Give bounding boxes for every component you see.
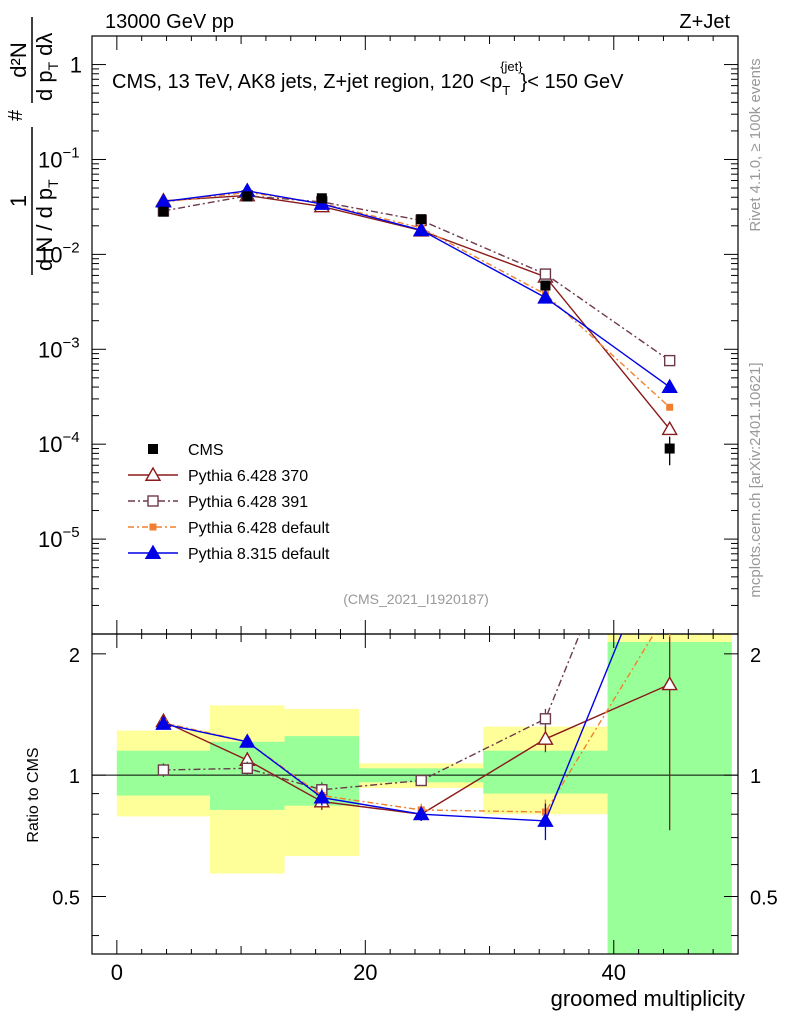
ratio-point-1 — [157, 764, 170, 776]
data-point — [664, 443, 675, 454]
ratio-line-3 — [163, 634, 623, 822]
ratio-tick-label: 1 — [69, 766, 80, 788]
ratio-point-3 — [239, 733, 256, 748]
ratio-tick-label-right: 0.5 — [750, 887, 778, 909]
ratio-line-0 — [163, 683, 670, 815]
legend-marker-3 — [149, 523, 157, 531]
chart-title: CMS, 13 TeV, AK8 jets, Z+jet region, 120… — [112, 59, 624, 98]
header-right: Z+Jet — [679, 11, 730, 33]
y-tick-base: 10 — [38, 527, 62, 552]
ratio-point-0 — [537, 730, 554, 745]
series-line-1 — [163, 195, 671, 362]
data-point — [540, 280, 551, 291]
watermark: (CMS_2021_I1920187) — [343, 591, 489, 607]
ratio-line-1 — [163, 634, 581, 791]
series-point-3 — [661, 378, 678, 394]
legend-marker-2 — [147, 495, 159, 507]
ratio-point-2 — [666, 604, 673, 611]
y-tick-base: 10 — [38, 147, 62, 172]
series-point-3 — [537, 289, 554, 304]
ratio-tick-label: 2 — [69, 645, 80, 667]
y-tick-label: 10−4 — [38, 429, 80, 457]
y-axis-label: 1 d N / d pT # d²N d pTdλ — [5, 17, 61, 275]
ratio-point-3 — [313, 789, 331, 804]
series-point-3 — [413, 221, 430, 237]
data-point — [242, 191, 253, 202]
ratio-series-group — [155, 509, 678, 841]
y-tick-exp: −2 — [62, 239, 79, 256]
legend-label-1: Pythia 6.428 370 — [188, 468, 308, 485]
legend-label-3: Pythia 6.428 default — [188, 520, 330, 537]
y-tick-exp: −3 — [62, 334, 79, 351]
side-label-top: Rivet 4.1.0, ≥ 100k events — [747, 58, 764, 231]
y-tick-label: 1 — [70, 53, 82, 78]
series-line-3 — [163, 190, 671, 388]
x-tick-label: 0 — [111, 960, 123, 985]
ratio-tick-label-right: 1 — [750, 766, 761, 788]
y-tick-labels: 110−110−210−310−410−50.5 0.51 12 2 — [38, 53, 778, 910]
y-label-den2: d pTdλ — [32, 33, 61, 101]
y-tick-base: 10 — [38, 242, 62, 267]
legend-label-4: Pythia 8.315 default — [188, 546, 330, 563]
chart-title-sup: {jet} — [500, 59, 523, 74]
main-panel-frame — [91, 35, 739, 635]
chart-title-suffix: }< 150 GeV — [521, 71, 625, 93]
series-point-1 — [663, 354, 676, 367]
main-series-group — [155, 182, 678, 466]
y-tick-base: 10 — [38, 432, 62, 457]
data-point — [416, 214, 427, 225]
y-tick-label: 10−3 — [38, 334, 80, 362]
legend-label-2: Pythia 6.428 391 — [188, 494, 308, 511]
y-label-hash: # — [5, 109, 27, 121]
x-tick-label: 40 — [602, 960, 626, 985]
side-label-bottom: mcplots.cern.ch [arXiv:2401.10621] — [747, 362, 764, 597]
ratio-point-3 — [413, 805, 430, 821]
header-left: 13000 GeV pp — [105, 11, 234, 33]
legend: CMS Pythia 6.428 370 Pythia 6.428 391 Pythi… — [128, 442, 330, 563]
legend-marker-4 — [144, 544, 162, 559]
y-label-num2: d²N — [6, 42, 31, 77]
y-tick-exp: −5 — [62, 524, 79, 541]
legend-label-0: CMS — [188, 442, 224, 459]
x-axis-label: groomed multiplicity — [551, 986, 745, 1011]
ratio-point-1 — [415, 774, 427, 787]
series-line-0 — [163, 194, 671, 430]
legend-marker-0 — [148, 444, 158, 454]
y-tick-label: 10−2 — [38, 239, 80, 267]
ratio-tick-label-right: 2 — [750, 645, 761, 667]
y-tick-exp: −1 — [62, 144, 79, 161]
series-point-0 — [661, 420, 678, 436]
y-tick-label: 10−1 — [38, 144, 80, 172]
ratio-point-3 — [155, 715, 172, 730]
ratio-point-1 — [241, 762, 253, 775]
data-point — [316, 193, 327, 204]
series-point-2 — [666, 403, 674, 411]
data-point — [158, 206, 169, 217]
y-label-den: d N / d pT — [32, 179, 61, 271]
axis-ticks — [92, 35, 739, 954]
series-point-1 — [539, 268, 552, 280]
x-tick-label: 20 — [353, 960, 377, 985]
legend-marker-1 — [144, 466, 162, 481]
y-tick-exp: −4 — [62, 429, 79, 446]
x-tick-labels: 0 20 40 — [111, 960, 626, 985]
ratio-point-0 — [661, 675, 678, 691]
ratio-point-3 — [663, 509, 677, 521]
ratio-point-1 — [539, 713, 552, 725]
ratio-y-label: Ratio to CMS — [25, 747, 42, 842]
y-tick-base: 10 — [38, 337, 62, 362]
ratio-point-3 — [537, 812, 554, 827]
green-band-4 — [483, 750, 608, 794]
chart-title-sub: T — [502, 83, 510, 98]
ratio-tick-label: 0.5 — [52, 887, 80, 909]
y-tick-label: 10−5 — [38, 524, 80, 552]
chart-title-prefix: CMS, 13 TeV, AK8 jets, Z+jet region, 120… — [112, 71, 502, 93]
y-label-one: 1 — [6, 195, 31, 207]
